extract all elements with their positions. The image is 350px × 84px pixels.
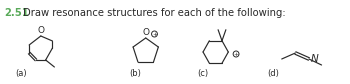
Text: N: N — [310, 55, 318, 65]
Text: +: + — [233, 51, 239, 57]
Text: O: O — [142, 28, 149, 37]
Text: (a): (a) — [15, 69, 27, 78]
Text: +: + — [152, 32, 157, 37]
Text: (b): (b) — [129, 69, 141, 78]
Text: Draw resonance structures for each of the following:: Draw resonance structures for each of th… — [23, 8, 286, 18]
Text: 2.51: 2.51 — [4, 8, 29, 18]
Text: (d): (d) — [267, 69, 279, 78]
Text: O: O — [37, 26, 44, 35]
Text: (c): (c) — [197, 69, 208, 78]
